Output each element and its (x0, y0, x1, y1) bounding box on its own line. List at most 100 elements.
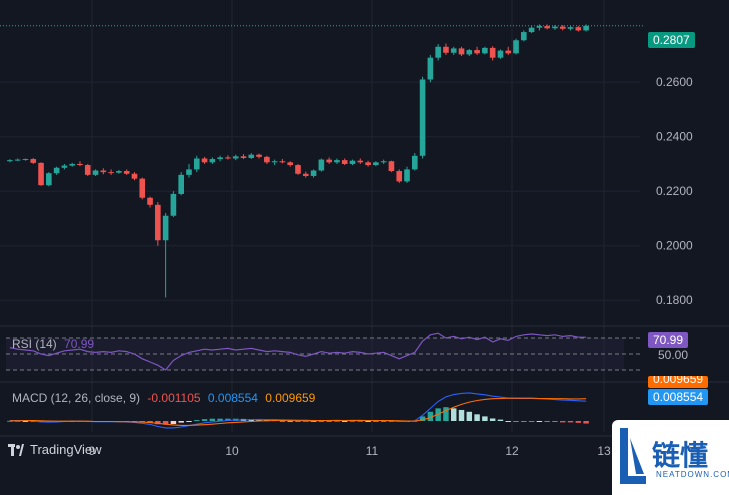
candle-body (575, 27, 582, 31)
macd-histogram-bar (474, 414, 480, 421)
candle (248, 153, 255, 160)
candle (435, 44, 441, 61)
candle-body (162, 215, 169, 241)
candle-body (443, 46, 449, 53)
macd-histogram-bar (575, 421, 582, 423)
candle (69, 162, 75, 167)
candle (225, 155, 231, 160)
candle (186, 163, 192, 178)
macd-histogram-bar (458, 409, 465, 421)
candle-body (544, 26, 550, 29)
candle (349, 159, 356, 166)
macd-histogram-bar (505, 421, 511, 422)
candle-body (100, 170, 107, 173)
candle-body (349, 160, 356, 164)
macd-histogram-bar (552, 421, 558, 422)
candle-body (139, 178, 146, 198)
candle (536, 24, 543, 31)
price-tick-label: 0.1800 (656, 293, 693, 307)
time-tick-label: 10 (225, 444, 239, 458)
macd-histogram-bar (209, 418, 216, 421)
candle-body (77, 163, 83, 166)
macd-histogram-bar (178, 421, 184, 423)
candle (46, 172, 52, 187)
candle (373, 161, 379, 167)
candle (458, 46, 465, 57)
candle-body (14, 159, 21, 161)
macd-signal-badge: 0.009659 (648, 376, 709, 388)
candle (256, 153, 262, 159)
candle (528, 25, 535, 34)
candle (365, 160, 371, 167)
candle-body (419, 79, 426, 156)
candle-body (7, 160, 13, 162)
candle-body (46, 173, 52, 186)
candle-body (287, 162, 294, 166)
candle-body (61, 165, 68, 168)
candle-body (536, 26, 543, 28)
candle-body (279, 161, 286, 163)
candle-body (225, 157, 231, 159)
macd-histogram-bar (373, 421, 379, 422)
macd-histogram-bar (170, 421, 177, 424)
candle (295, 163, 301, 175)
candle-body (396, 171, 403, 182)
candle (419, 76, 426, 159)
candle-body (341, 160, 348, 164)
candle (108, 169, 114, 175)
macd-histogram-bar (583, 421, 589, 424)
candle (559, 24, 566, 31)
candle-body (295, 165, 301, 174)
candle-body (528, 27, 535, 33)
macd-histogram-bar (279, 420, 286, 422)
candle-body (474, 50, 480, 54)
candle (380, 159, 387, 164)
tradingview-logo[interactable]: TradingView (8, 442, 102, 457)
candle (22, 158, 29, 161)
candle (193, 155, 200, 173)
candle-body (513, 40, 519, 54)
macd-line-badge: 0.008554 (648, 389, 709, 405)
macd-histogram-bar (380, 421, 387, 422)
candle-body (209, 159, 216, 163)
macd-histogram-bar (427, 411, 434, 421)
candle-body (458, 48, 465, 55)
rsi-value-text: 70.99 (64, 337, 95, 351)
candle (14, 158, 21, 162)
candle-body (232, 156, 239, 159)
time-tick-label: 12 (505, 444, 519, 458)
last-price-badge: 0.2807 (648, 32, 695, 48)
candle (170, 191, 177, 218)
candle-body (155, 204, 161, 241)
macd-histogram-bar (528, 421, 535, 422)
candle (30, 157, 37, 164)
candle (240, 154, 247, 160)
rsi-label: RSI (14) (12, 337, 57, 351)
price-tick-label: 0.2600 (656, 75, 693, 89)
candle-body (318, 159, 325, 171)
candle-body (482, 47, 488, 54)
candle (489, 46, 496, 61)
candle (474, 46, 480, 55)
candle-body (131, 173, 138, 179)
macd-histogram-bar (194, 420, 200, 422)
candle (209, 157, 216, 164)
candle-body (521, 32, 527, 41)
rsi-level-label: 50.00 (658, 348, 689, 362)
neatdown-watermark: 链懂 NEATDOWN.COM (612, 420, 729, 495)
candle-body (271, 161, 278, 163)
candle-body (92, 170, 99, 175)
macd-line-value: 0.008554 (207, 391, 258, 405)
candle (497, 49, 504, 59)
candle (38, 162, 44, 186)
candle (302, 171, 309, 178)
candle (341, 158, 348, 166)
macd-legend: MACD (12, 26, close, 9) -0.001105 0.0085… (12, 391, 315, 405)
macd-histogram-bar (287, 420, 293, 422)
macd-histogram-bar (30, 421, 36, 422)
macd-histogram-bar (341, 421, 348, 422)
candle (466, 48, 473, 57)
candle-body (201, 158, 208, 163)
watermark-subtext: NEATDOWN.COM (656, 470, 729, 479)
